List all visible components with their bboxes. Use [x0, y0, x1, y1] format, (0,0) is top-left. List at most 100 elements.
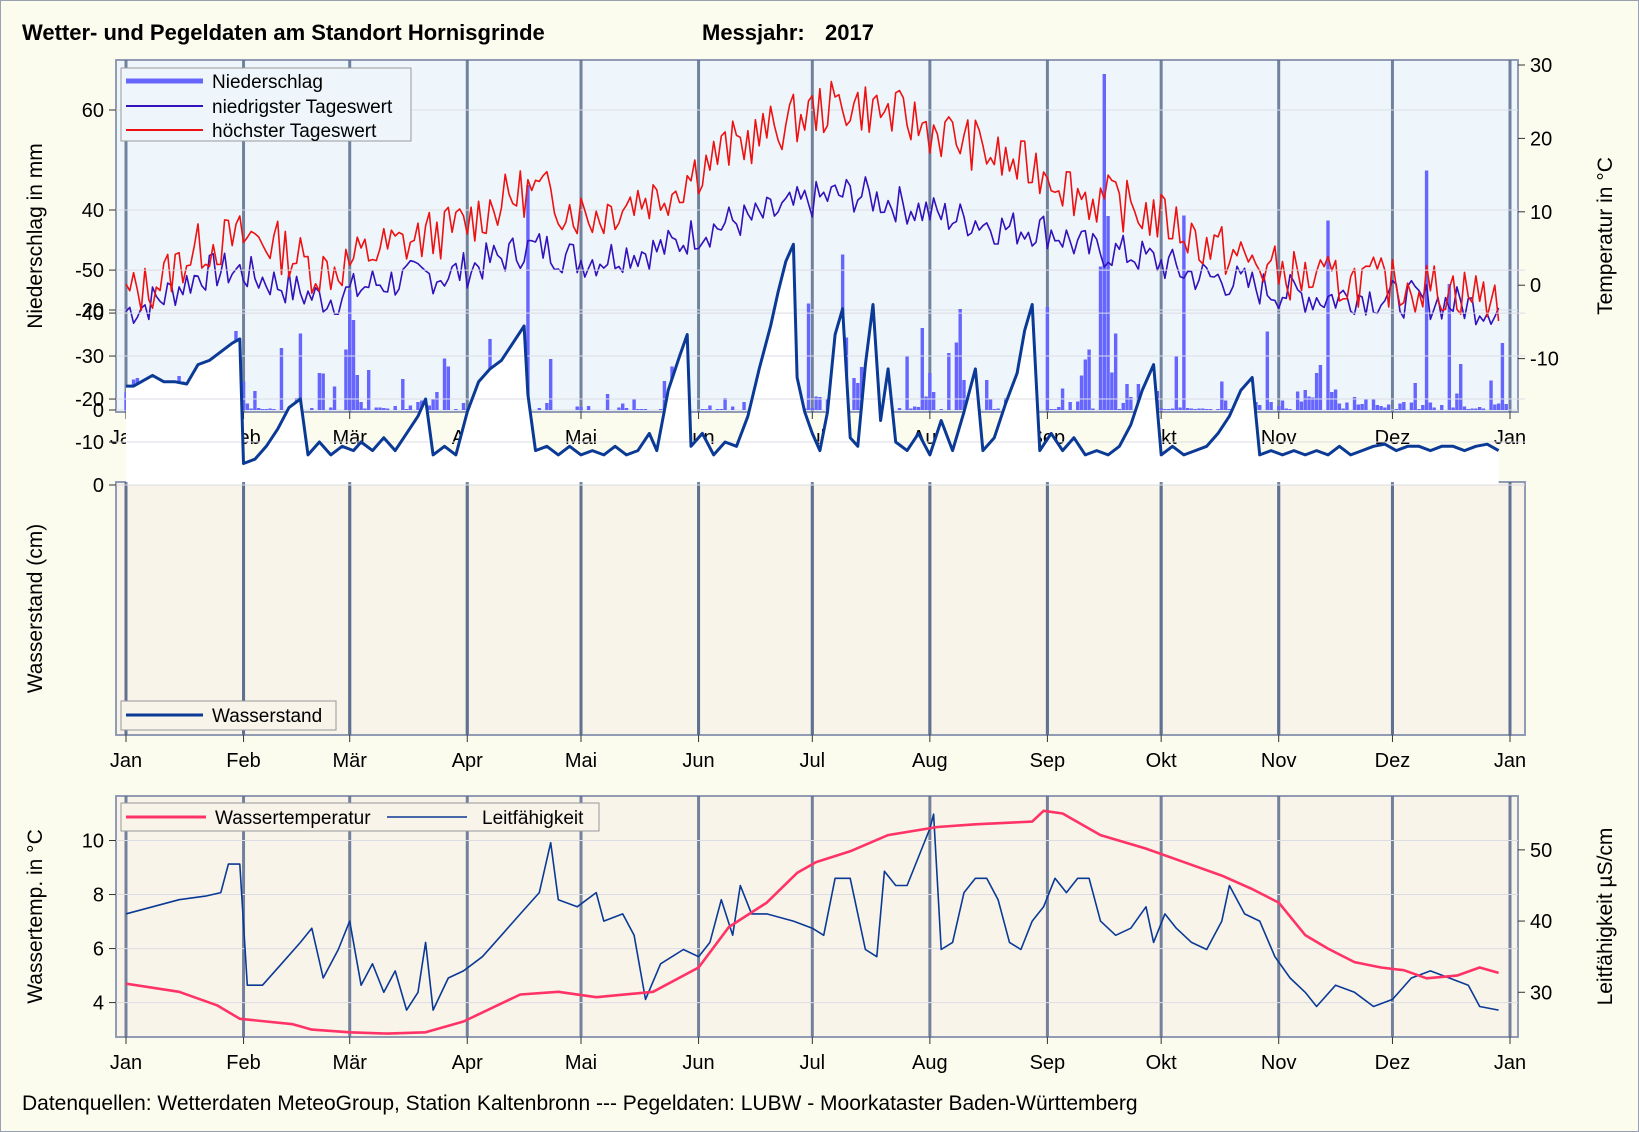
- precip-bar: [1265, 331, 1270, 410]
- plot-border: [115, 59, 1519, 413]
- x-tick-label: Apr: [452, 750, 483, 772]
- precip-bar: [636, 409, 640, 410]
- precip-bar: [924, 396, 928, 410]
- y-tick-label: 60: [82, 100, 104, 122]
- precip-bar: [1113, 333, 1118, 410]
- precip-bar: [1489, 380, 1493, 410]
- precip-bar: [852, 378, 856, 410]
- x-tick-label: Jan: [110, 750, 142, 772]
- precip-bar: [382, 408, 386, 410]
- precip-bar: [1201, 408, 1205, 410]
- precip-bar: [1364, 399, 1368, 410]
- y-tick-label: -40: [75, 303, 104, 325]
- water-level-area: [126, 244, 1499, 485]
- precip-bar: [662, 381, 667, 410]
- precip-bar: [1223, 400, 1228, 410]
- x-tick-label: Sep: [1030, 750, 1066, 772]
- y-tick-label: 8: [93, 885, 104, 907]
- x-tick-label: Aug: [912, 1052, 948, 1074]
- precip-bar: [442, 358, 447, 410]
- precip-bar: [715, 409, 720, 410]
- precip-bar: [1197, 408, 1201, 410]
- x-tick-label: Mai: [565, 1052, 597, 1074]
- precip-bar: [1341, 408, 1345, 410]
- precip-bar: [548, 359, 553, 410]
- precip-bar: [1045, 307, 1050, 410]
- precip-bar: [1227, 409, 1232, 410]
- precip-bar: [355, 375, 360, 410]
- y-axis-label: Niederschlag in mm: [24, 143, 47, 329]
- precip-bar: [1087, 349, 1091, 410]
- water-temp-conductivity-panel: Jan Feb Mär Apr Mai Jun Jul Aug Sep Okt Nov Dez Jan 4…: [24, 795, 1617, 1074]
- weather-panel: JanFebMärAprMaiJunJulAugSepOktNovDezJan0…: [24, 55, 1617, 449]
- precip-bar: [404, 409, 409, 410]
- precip-bar: [719, 409, 724, 410]
- precip-bar: [298, 333, 303, 410]
- precip-bar: [279, 348, 284, 410]
- legend-wtemp-label: Wassertemperatur: [215, 808, 371, 829]
- precip-bar: [1284, 408, 1288, 410]
- precip-bar: [897, 408, 902, 410]
- y2-axis-label: Temperatur in °C: [1594, 157, 1617, 315]
- precip-bar: [1068, 402, 1072, 410]
- y-tick-label: 20: [82, 300, 104, 322]
- precip-bar: [385, 408, 390, 410]
- precip-bar: [1333, 389, 1338, 410]
- precip-bar: [1276, 406, 1281, 410]
- precip-bar: [1136, 384, 1141, 410]
- precip-bar: [947, 353, 951, 410]
- precip-bar: [321, 373, 325, 410]
- precip-bar: [859, 367, 864, 410]
- year-value: 2017: [825, 20, 874, 45]
- precip-bar: [1493, 404, 1497, 410]
- y2-tick-label: 0: [1530, 275, 1541, 297]
- precip-bar: [939, 409, 943, 410]
- precip-bar: [245, 403, 250, 410]
- legend-cond-label: Leitfähigkeit: [482, 808, 584, 829]
- precip-bar: [1413, 383, 1417, 410]
- precip-bar: [1459, 364, 1463, 410]
- x-tick-label: Feb: [226, 1052, 260, 1074]
- precip-bar: [1462, 406, 1467, 410]
- precip-bar: [730, 406, 735, 410]
- precip-bar: [700, 409, 705, 410]
- precip-bar: [1307, 396, 1311, 410]
- precip-bar: [310, 408, 314, 410]
- x-tick-label: Jan: [1494, 427, 1526, 449]
- precip-bar: [257, 408, 261, 410]
- x-tick-label: Feb: [226, 750, 260, 772]
- precip-bar: [268, 408, 272, 410]
- precip-bar: [985, 380, 989, 410]
- precip-bar: [1379, 406, 1383, 410]
- precip-bar: [1496, 403, 1501, 410]
- precip-bar: [1417, 409, 1421, 410]
- precip-bar: [393, 406, 397, 410]
- y-tick-label: -50: [75, 260, 104, 282]
- precip-bar: [954, 342, 959, 410]
- precip-bar: [1288, 409, 1292, 410]
- precip-bar: [912, 406, 917, 410]
- precip-bar: [1481, 408, 1486, 410]
- water-level-line: [126, 242, 1500, 465]
- precip-bar: [1360, 404, 1364, 410]
- x-tick-label: Nov: [1261, 427, 1297, 449]
- y2-tick-label: 50: [1530, 840, 1552, 862]
- precip-bar: [264, 409, 269, 410]
- y-tick-label: -10: [75, 432, 104, 454]
- precip-bar: [1208, 409, 1213, 410]
- precip-bar: [586, 406, 591, 410]
- precip-bar: [359, 402, 363, 410]
- precip-bar: [617, 407, 621, 410]
- precip-bar: [317, 373, 322, 410]
- precip-bar: [909, 408, 913, 410]
- precip-bar: [1159, 408, 1163, 410]
- precip-bar: [742, 402, 746, 410]
- precip-bar: [1375, 405, 1379, 410]
- precip-bar: [1398, 403, 1402, 410]
- x-tick-label: Dez: [1375, 1052, 1411, 1074]
- precip-bar: [1455, 393, 1459, 410]
- precip-bar: [1477, 407, 1482, 410]
- precip-bar: [1470, 408, 1474, 410]
- precip-bar: [1125, 384, 1129, 410]
